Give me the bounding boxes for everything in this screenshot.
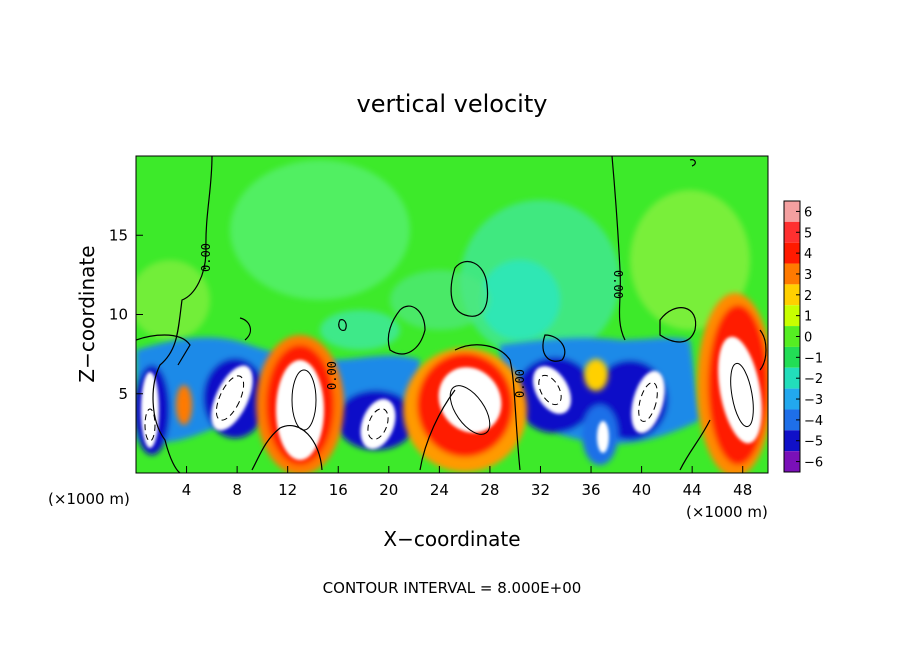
positive-contours — [291, 362, 754, 435]
x-tick-label: 24 — [430, 481, 449, 499]
zero-contours — [136, 156, 767, 473]
x-tick-label: 20 — [379, 481, 398, 499]
colorbar-level-label: 5 — [804, 226, 812, 241]
y-axis: 5 10 15 — [109, 226, 143, 403]
colorbar-level-label: −1 — [804, 351, 823, 366]
colorbar-level-label: 2 — [804, 289, 812, 304]
colorbar-level-label: −2 — [804, 372, 823, 387]
colorbar-level-label: 6 — [804, 205, 812, 220]
contour-label-2: 0.00 — [325, 361, 339, 390]
contour-label-3: 0.00 — [513, 369, 527, 398]
colorbar-level-label: −6 — [804, 456, 823, 471]
x-tick-label: 32 — [531, 481, 550, 499]
colorbar-swatch — [784, 201, 800, 222]
colorbar-swatch — [784, 263, 800, 285]
colorbar-swatch — [784, 388, 800, 410]
colorbar-level-label: 3 — [804, 268, 812, 283]
colorbar-level-label: 0 — [804, 331, 812, 346]
x-unit-label: (×1000 m) — [686, 503, 768, 521]
colorbar-level-label: 4 — [804, 247, 812, 262]
contour-interval-footer: CONTOUR INTERVAL = 8.000E+00 — [323, 579, 582, 597]
colorbar-swatch — [784, 409, 800, 431]
x-tick-label: 28 — [480, 481, 499, 499]
chart-title: vertical velocity — [357, 90, 548, 118]
contour-label-1: 0.00 — [199, 243, 213, 272]
x-tick-label: 48 — [733, 481, 752, 499]
colorbar-level-label: −5 — [804, 435, 823, 450]
colorbar-swatch — [784, 430, 800, 452]
colorbar-swatch — [784, 346, 800, 368]
x-tick-label: 36 — [581, 481, 600, 499]
contour-label-4: 0.00 — [611, 270, 625, 299]
colorbar-swatch — [784, 367, 800, 389]
colorbar-level-label: 1 — [804, 310, 812, 325]
y-tick-label: 5 — [118, 385, 128, 403]
heatmap-field — [136, 156, 768, 473]
colorbar: 6 5 4 3 2 1 0 −1 −2 −3 −4 −5 −6 — [783, 200, 823, 473]
x-tick-label: 4 — [182, 481, 192, 499]
x-axis: 4 8 12 16 20 24 28 32 36 40 44 48 — [182, 466, 752, 499]
x-axis-label: X−coordinate — [383, 527, 520, 551]
x-tick-label: 44 — [683, 481, 702, 499]
colorbar-swatch — [784, 305, 800, 327]
y-tick-label: 10 — [109, 306, 128, 324]
y-tick-label: 15 — [109, 226, 128, 244]
colorbar-swatch — [784, 221, 800, 243]
y-axis-label: Z−coordinate — [75, 245, 99, 382]
x-tick-label: 40 — [632, 481, 651, 499]
colorbar-swatch — [784, 451, 800, 472]
negative-contours — [144, 374, 658, 442]
x-tick-label: 8 — [232, 481, 242, 499]
colorbar-swatch — [784, 242, 800, 264]
x-tick-label: 12 — [278, 481, 297, 499]
colorbar-swatch — [784, 326, 800, 347]
z-unit-label: (×1000 m) — [48, 490, 130, 508]
colorbar-swatch — [784, 284, 800, 306]
colorbar-level-label: −3 — [804, 393, 823, 408]
x-tick-label: 16 — [329, 481, 348, 499]
colorbar-level-label: −4 — [804, 414, 823, 429]
